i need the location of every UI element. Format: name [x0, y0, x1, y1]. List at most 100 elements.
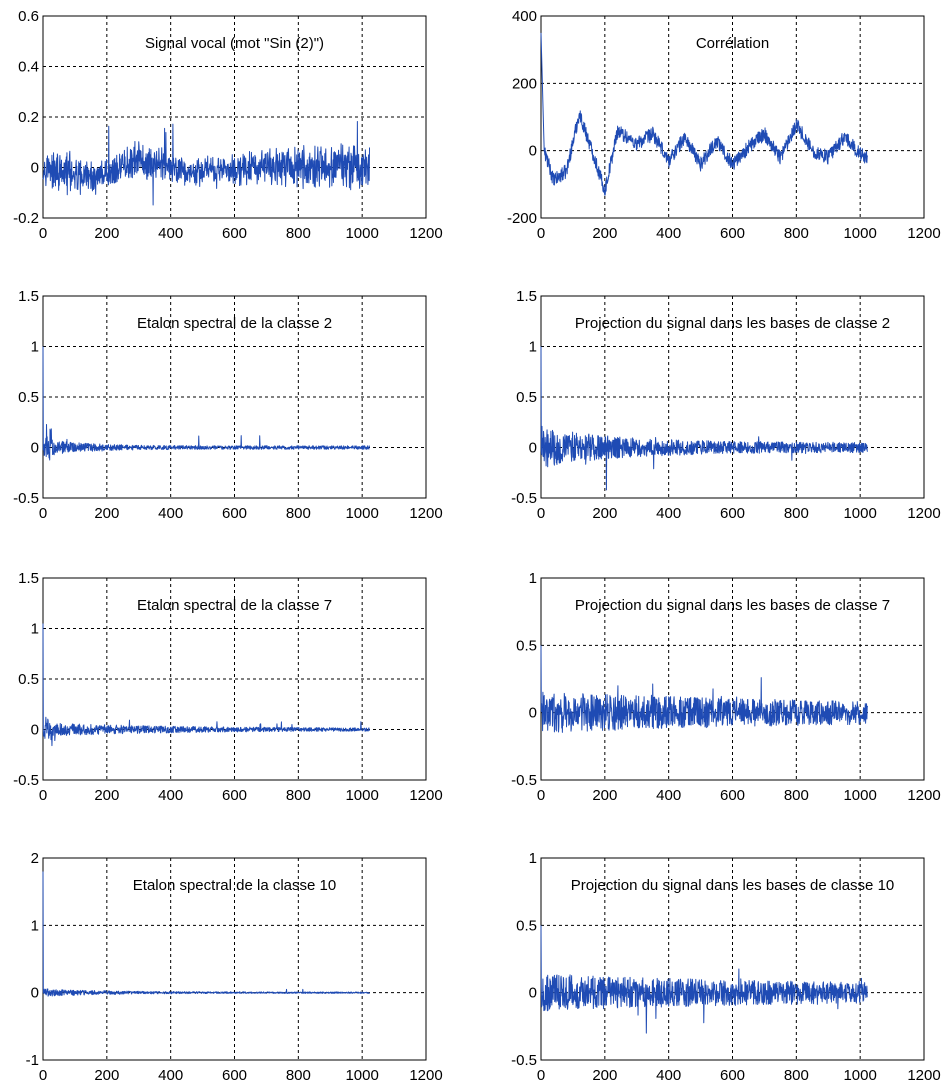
y-tick-label: -0.5	[13, 490, 39, 507]
x-tick-label: 1000	[345, 787, 378, 804]
y-tick-label: 400	[512, 8, 537, 25]
series-line	[42, 120, 371, 206]
y-tick-label: 0	[529, 143, 537, 160]
series-line	[540, 32, 868, 196]
x-tick-label: 800	[286, 225, 311, 242]
x-tick-label: 1200	[409, 505, 442, 522]
x-tick-label: 600	[222, 1067, 247, 1084]
x-tick-label: 400	[158, 505, 183, 522]
y-tick-label: -0.5	[511, 1052, 537, 1069]
y-tick-label: 1	[529, 339, 537, 356]
y-tick-label: 0.5	[516, 917, 537, 934]
y-tick-label: 1	[529, 850, 537, 867]
y-tick-label: 2	[31, 850, 39, 867]
y-tick-label: 1	[31, 917, 39, 934]
chart-title: Projection du signal dans les bases de c…	[575, 315, 890, 332]
x-tick-label: 800	[286, 505, 311, 522]
x-tick-label: 600	[222, 505, 247, 522]
chart-title: Projection du signal dans les bases de c…	[575, 597, 890, 614]
y-tick-label: 0	[31, 440, 39, 457]
y-tick-label: 0.6	[18, 8, 39, 25]
x-tick-label: 400	[656, 505, 681, 522]
series-line	[42, 623, 370, 747]
y-tick-label: -0.5	[511, 772, 537, 789]
y-tick-label: 0	[31, 160, 39, 177]
x-tick-label: 1000	[843, 1067, 876, 1084]
chart-panel-4: 0 200 400 600 800 1000 1200-0.500.511.5Project…	[511, 288, 941, 522]
x-tick-label: 800	[784, 225, 809, 242]
x-tick-label: 0	[39, 505, 47, 522]
x-tick-label: 1000	[843, 225, 876, 242]
x-tick-label: 0	[39, 225, 47, 242]
x-tick-label: 0	[537, 1067, 545, 1084]
y-tick-label: 0.2	[18, 109, 39, 126]
series-line	[42, 871, 370, 997]
x-tick-label: 1000	[345, 225, 378, 242]
x-tick-label: 400	[656, 787, 681, 804]
y-tick-label: 1	[529, 570, 537, 587]
y-tick-label: -200	[507, 210, 537, 227]
x-tick-label: 200	[592, 505, 617, 522]
x-tick-label: 200	[94, 225, 119, 242]
x-tick-label: 600	[222, 225, 247, 242]
series-line	[42, 346, 370, 461]
chart-title: Etalon spectral de la classe 10	[133, 877, 336, 894]
x-tick-label: 1000	[345, 1067, 378, 1084]
chart-title: Projection du signal dans les bases de c…	[571, 877, 895, 894]
x-tick-label: 800	[286, 1067, 311, 1084]
x-tick-label: 200	[592, 1067, 617, 1084]
x-tick-label: 600	[720, 225, 745, 242]
x-tick-label: 800	[784, 787, 809, 804]
x-tick-label: 1200	[409, 225, 442, 242]
y-tick-label: -0.5	[511, 490, 537, 507]
x-tick-label: 1000	[843, 787, 876, 804]
chart-panel-5: 0 200 400 600 800 1000 1200-0.500.511.5Etalon …	[13, 570, 443, 804]
x-tick-label: 1200	[409, 1067, 442, 1084]
chart-title: Signal vocal (mot "Sin (2)")	[145, 35, 324, 52]
x-tick-label: 0	[537, 505, 545, 522]
x-tick-label: 200	[94, 1067, 119, 1084]
x-tick-label: 0	[537, 787, 545, 804]
y-tick-label: -0.2	[13, 210, 39, 227]
x-tick-label: 400	[656, 225, 681, 242]
y-tick-label: 0	[529, 440, 537, 457]
y-tick-label: 0.4	[18, 59, 39, 76]
y-tick-label: 0	[31, 722, 39, 739]
x-tick-label: 200	[94, 505, 119, 522]
chart-panel-8: 0 200 400 600 800 1000 1200-0.500.51Projection…	[511, 850, 941, 1084]
y-tick-label: 0	[529, 985, 537, 1002]
chart-title: Corrélation	[696, 35, 769, 52]
y-tick-label: 0.5	[18, 671, 39, 688]
x-tick-label: 600	[720, 505, 745, 522]
y-tick-label: 1	[31, 339, 39, 356]
y-tick-label: 0.5	[516, 637, 537, 654]
x-tick-label: 1000	[345, 505, 378, 522]
x-tick-label: 1200	[907, 787, 940, 804]
y-tick-label: 1.5	[18, 570, 39, 587]
x-tick-label: 0	[537, 225, 545, 242]
y-tick-label: 0.5	[18, 389, 39, 406]
series-line	[540, 645, 869, 733]
chart-panel-2: 0 200 400 600 800 1000 1200-2000200400Corrélat…	[507, 8, 941, 242]
x-tick-label: 800	[784, 505, 809, 522]
x-tick-label: 400	[158, 787, 183, 804]
chart-panel-3: 0 200 400 600 800 1000 1200-0.500.511.5Etalon …	[13, 288, 443, 522]
x-tick-label: 400	[656, 1067, 681, 1084]
y-tick-label: 0	[529, 705, 537, 722]
x-tick-label: 200	[94, 787, 119, 804]
y-tick-label: 1	[31, 621, 39, 638]
x-tick-label: 800	[286, 787, 311, 804]
x-tick-label: 0	[39, 1067, 47, 1084]
chart-title: Etalon spectral de la classe 2	[137, 315, 332, 332]
x-tick-label: 200	[592, 787, 617, 804]
y-tick-label: -0.5	[13, 772, 39, 789]
x-tick-label: 400	[158, 1067, 183, 1084]
y-tick-label: 0.5	[516, 389, 537, 406]
y-tick-label: -1	[26, 1052, 39, 1069]
series-line	[540, 346, 868, 491]
x-tick-label: 800	[784, 1067, 809, 1084]
x-tick-label: 1200	[907, 505, 940, 522]
y-tick-label: 1.5	[516, 288, 537, 305]
